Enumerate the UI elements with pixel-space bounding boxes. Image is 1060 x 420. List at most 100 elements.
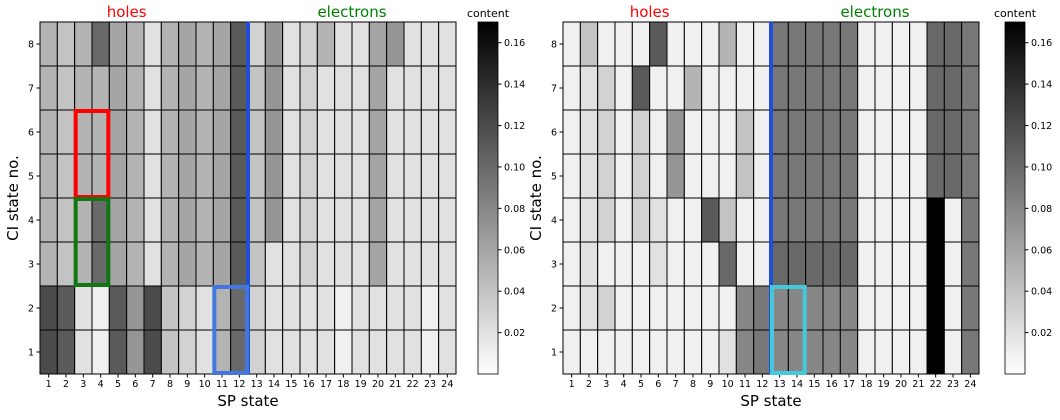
heatmap-cell bbox=[334, 329, 353, 375]
x-tick-label: 22 bbox=[930, 379, 942, 390]
heatmap-cell bbox=[334, 241, 353, 287]
heatmap-cell bbox=[160, 197, 180, 243]
heatmap-cell bbox=[212, 197, 232, 243]
heatmap-cell bbox=[282, 241, 301, 287]
heatmap-cell bbox=[787, 153, 807, 199]
highlight-box bbox=[770, 285, 807, 375]
heatmap-cell bbox=[438, 109, 457, 155]
heatmap-cell bbox=[735, 241, 755, 287]
heatmap-cell bbox=[143, 329, 162, 375]
heatmap-cell bbox=[909, 153, 928, 199]
heatmap-cell bbox=[805, 197, 824, 243]
x-tick-label: 3 bbox=[603, 379, 609, 390]
heatmap-cell bbox=[770, 21, 789, 67]
heatmap-cell bbox=[351, 241, 370, 287]
x-tick-label: 23 bbox=[424, 379, 436, 390]
heatmap-cell bbox=[299, 197, 318, 243]
heatmap-cell bbox=[961, 241, 980, 287]
heatmap-cell bbox=[247, 21, 266, 67]
heatmap-cell bbox=[316, 241, 336, 287]
heatmap-cell bbox=[39, 21, 58, 67]
heatmap-cell bbox=[403, 197, 422, 243]
y-tick-label: 7 bbox=[551, 84, 557, 95]
heatmap-cell bbox=[683, 329, 703, 375]
x-tick-label: 6 bbox=[132, 379, 138, 390]
y-axis-label: CI state no. bbox=[527, 155, 545, 241]
heatmap-cell bbox=[420, 109, 440, 155]
x-tick-label: 2 bbox=[63, 379, 69, 390]
heatmap-cell bbox=[805, 65, 824, 111]
x-tick-label: 14 bbox=[268, 379, 280, 390]
heatmap-cell bbox=[753, 65, 772, 111]
heatmap-cell bbox=[683, 241, 703, 287]
heatmap-cell bbox=[438, 197, 457, 243]
heatmap-cell bbox=[299, 153, 318, 199]
heatmap-cell bbox=[961, 197, 980, 243]
heatmap-cell bbox=[562, 109, 581, 155]
heatmap-cell bbox=[126, 65, 145, 111]
heatmap-cell bbox=[579, 21, 599, 67]
y-tick-label: 4 bbox=[28, 216, 34, 227]
heatmap-panel-2: 1 2 3 4 5 6 7 8 9 10 11 12 13 14 15 16 17 18 19 20 21 22 23 241… bbox=[527, 3, 1052, 410]
heatmap-cell bbox=[718, 21, 737, 67]
heatmap-cell bbox=[74, 285, 93, 331]
heatmap-cell bbox=[56, 21, 76, 67]
colorbar-tick-label: 0.10 bbox=[1031, 162, 1052, 173]
heatmap-cell bbox=[805, 109, 824, 155]
x-tick-label: 8 bbox=[690, 379, 696, 390]
heatmap-cell bbox=[857, 241, 876, 287]
heatmap-cell bbox=[438, 285, 457, 331]
x-tick-label: 19 bbox=[878, 379, 890, 390]
heatmap-cell bbox=[56, 153, 76, 199]
heatmap-cell bbox=[649, 241, 668, 287]
heatmap-cell bbox=[701, 153, 720, 199]
heatmap-cell bbox=[753, 241, 772, 287]
heatmap-cell bbox=[126, 109, 145, 155]
heatmap-cell bbox=[753, 285, 772, 331]
heatmap-cell bbox=[178, 285, 197, 331]
x-tick-label: 17 bbox=[843, 379, 855, 390]
heatmap-cell bbox=[230, 65, 249, 111]
heatmap-cell bbox=[247, 197, 266, 243]
heatmap-cell bbox=[805, 153, 824, 199]
heatmap-cell bbox=[386, 65, 405, 111]
heatmap-cell bbox=[787, 197, 807, 243]
x-tick-label: 16 bbox=[303, 379, 315, 390]
heatmap-cell bbox=[212, 109, 232, 155]
heatmap-cell bbox=[874, 109, 893, 155]
heatmap-cell bbox=[735, 153, 755, 199]
heatmap-cell bbox=[108, 197, 128, 243]
heatmap-cell bbox=[438, 241, 457, 287]
heatmap-cell bbox=[403, 153, 422, 199]
heatmap-cell bbox=[839, 65, 859, 111]
heatmap-cell bbox=[614, 153, 633, 199]
heatmap-cell bbox=[891, 153, 911, 199]
x-tick-label: 8 bbox=[167, 379, 173, 390]
heatmap-cell bbox=[562, 65, 581, 111]
heatmap-cell bbox=[264, 21, 284, 67]
highlight-box bbox=[73, 197, 111, 287]
x-tick-label: 17 bbox=[320, 379, 332, 390]
heatmap-cell bbox=[891, 197, 911, 243]
heatmap-cell bbox=[160, 65, 180, 111]
heatmap-cell bbox=[874, 329, 893, 375]
colorbar-label: content bbox=[994, 7, 1037, 20]
region-label-electrons: electrons bbox=[317, 3, 386, 21]
colorbar-tick-label: 0.14 bbox=[504, 80, 525, 91]
heatmap-cell bbox=[614, 109, 633, 155]
heatmap-cell bbox=[562, 21, 581, 67]
heatmap-cell bbox=[299, 285, 318, 331]
heatmap-cell bbox=[891, 241, 911, 287]
heatmap-cell bbox=[264, 109, 284, 155]
heatmap-cell bbox=[961, 285, 980, 331]
heatmap-cell bbox=[857, 329, 876, 375]
y-tick-label: 8 bbox=[28, 40, 34, 51]
heatmap-cell bbox=[247, 241, 266, 287]
heatmap-cell bbox=[614, 21, 633, 67]
heatmap-cell bbox=[247, 285, 266, 331]
heatmap-cell bbox=[299, 241, 318, 287]
x-tick-label: 23 bbox=[947, 379, 959, 390]
heatmap-cell bbox=[420, 153, 440, 199]
heatmap-cell bbox=[683, 109, 703, 155]
